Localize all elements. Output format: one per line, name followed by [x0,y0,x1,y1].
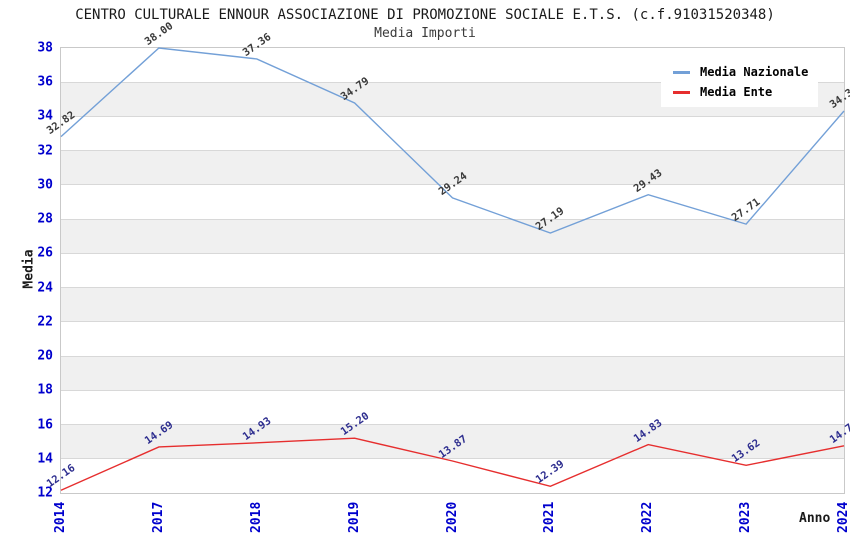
x-tick-label: 2024 [836,501,850,533]
y-tick-label: 26 [37,245,53,261]
x-tick-label: 2023 [738,501,754,533]
y-tick-label: 38 [37,40,53,56]
gridline [61,252,844,254]
x-tick-label: 2019 [346,501,362,533]
plot-area: 12 14 16 18 20 22 24 26 28 30 32 34 36 38 2014 2017 2018… [37,20,850,533]
x-tick-label: 2018 [248,501,264,533]
plot-band [61,219,844,254]
gridline [61,184,844,186]
plot-band [61,356,844,391]
y-tick-label: 20 [37,348,53,364]
legend-item: Media Ente [673,82,808,102]
gridline [61,81,844,83]
plot-band [61,184,844,220]
gridline [61,218,844,220]
x-tick-label: 2022 [640,501,656,533]
gridline [61,115,844,117]
y-tick-label: 32 [37,143,53,159]
gridline [61,321,844,323]
y-tick-label: 36 [37,74,53,90]
plot-band [61,390,844,425]
x-tick-label: 2020 [444,501,460,533]
chart-title: CENTRO CULTURALE ENNOUR ASSOCIAZIONE DI … [75,7,775,23]
series-line-media-ente [60,437,845,491]
y-tick-label: 28 [37,211,53,227]
chart-subtitle: Media Importi [374,26,476,41]
gridline [61,458,844,460]
plot-band [61,424,844,459]
plot-band [61,253,844,288]
y-tick-label: 16 [37,417,53,433]
y-tick-label: 14 [37,451,53,467]
y-tick-label: 18 [37,382,53,398]
x-axis-title: Anno [799,511,831,526]
y-tick-label: 24 [37,280,53,296]
plot-band [61,321,844,357]
gridline [61,389,844,391]
gridline [61,150,844,152]
plot-band [61,458,844,493]
x-tick-label: 2017 [150,501,166,533]
series-line-media-nazionale [60,47,845,234]
legend-label: Media Ente [700,85,773,99]
plot-band [61,150,844,185]
legend-label: Media Nazionale [700,65,809,79]
gridline [61,287,844,289]
y-tick-label: 34 [37,108,53,124]
y-tick-label: 12 [37,485,53,501]
legend-item: Media Nazionale [673,62,808,82]
legend-line-swatch [673,90,690,94]
gridline [61,355,844,357]
x-tick-label: 2021 [542,501,558,533]
x-tick-label: 2014 [53,501,68,533]
y-tick-label: 22 [37,314,53,330]
gridline [61,424,844,426]
y-axis-title: Media [21,249,37,289]
y-tick-label: 30 [37,177,53,193]
plot-band [61,287,844,322]
series-lines-svg [60,47,845,491]
legend-box: Media Nazionale Media Ente [661,57,819,107]
legend-line-swatch [673,70,690,74]
plot-band [61,116,844,151]
